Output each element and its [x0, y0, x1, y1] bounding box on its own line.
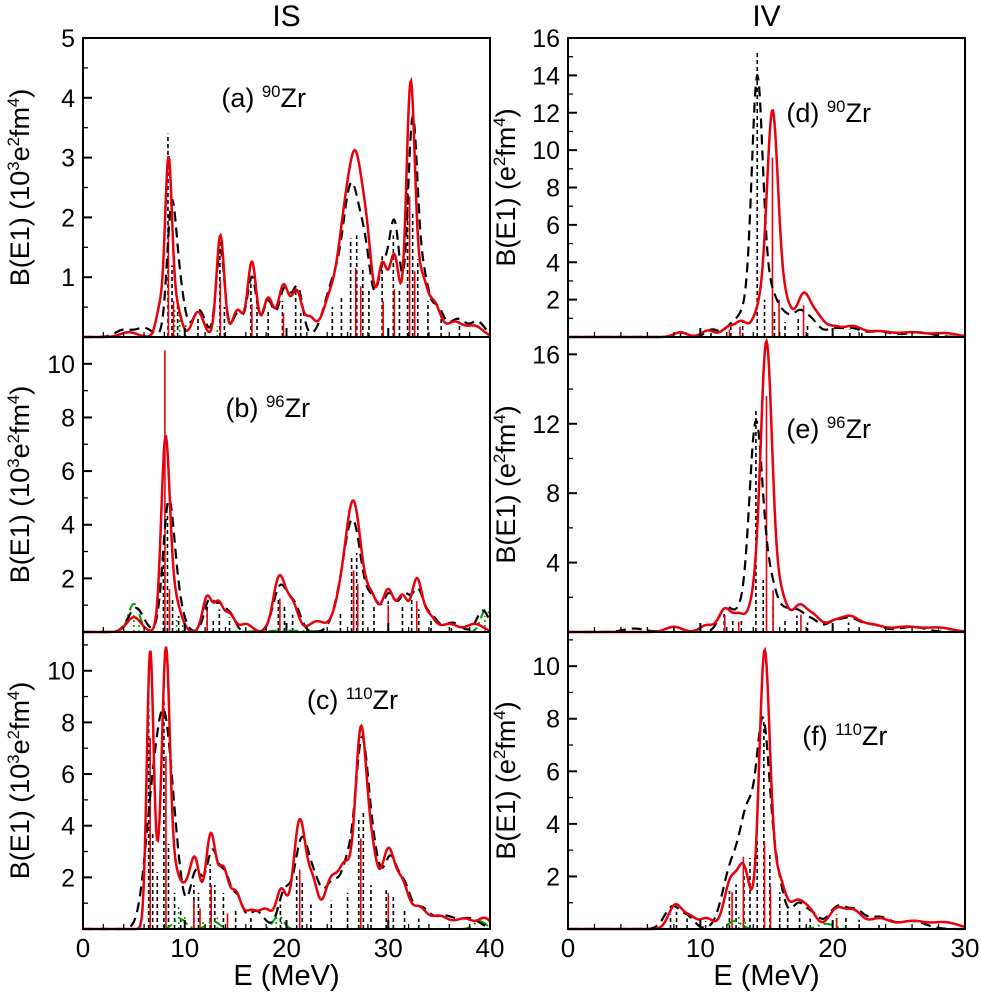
- curve-solid: [568, 646, 966, 931]
- ytick-label: 8: [546, 175, 560, 203]
- yaxis-label-d: B(E1) (e2fm4): [490, 108, 521, 267]
- curve-solid: [83, 434, 491, 634]
- curve-dashed: [568, 418, 965, 634]
- panel-f-plot: 2 4 6 8 10 0 10 20 30: [532, 631, 979, 963]
- curve-dashed: [568, 715, 965, 931]
- ytick-label: 3: [61, 145, 75, 173]
- column-title-is: IS: [272, 0, 301, 33]
- ytick-label: 2: [546, 863, 560, 891]
- yaxis-label-b: B(E1) (103e2fm4): [4, 385, 35, 584]
- ytick-label: 8: [546, 480, 560, 508]
- panel-e-plot: 4 8 12 16: [532, 336, 966, 634]
- ytick-label: 4: [546, 550, 560, 578]
- panel-c-plot: 2 4 6 8 10 0 10 20 30 40: [47, 631, 504, 963]
- ytick-label: 8: [61, 404, 75, 432]
- ytick-label: 2: [61, 565, 75, 593]
- xtick-label: 0: [561, 933, 575, 963]
- xaxis-label-iv: E (MeV): [713, 960, 820, 992]
- panel-d-plot: 2 4 6 8 10 12 14 16: [532, 25, 966, 339]
- panel-frame: [567, 631, 966, 930]
- ytick-label: 8: [61, 709, 75, 737]
- ytick-label: 10: [47, 351, 75, 379]
- ytick-label: 6: [546, 758, 560, 786]
- panel-annotation-b: (b) 96Zr: [225, 392, 311, 424]
- ytick-label: 6: [61, 458, 75, 486]
- yaxis-label-f: B(E1) (e2fm4): [490, 701, 521, 860]
- xaxis-label-is: E (MeV): [233, 960, 340, 992]
- ytick-label: 4: [546, 249, 560, 277]
- ytick-label: 4: [61, 512, 75, 540]
- panel-annotation-a: (a) 90Zr: [221, 81, 306, 113]
- panel-annotation-d: (d) 90Zr: [786, 96, 871, 128]
- xtick-label: 20: [272, 933, 301, 963]
- ytick-label: 2: [546, 287, 560, 315]
- ytick-label: 16: [532, 25, 560, 53]
- panel-annotation-c: (c) 110Zr: [306, 684, 398, 716]
- xtick-label: 0: [76, 933, 90, 963]
- ytick-label: 4: [61, 85, 75, 113]
- xtick-label: 10: [686, 933, 715, 963]
- ytick-label: 10: [532, 137, 560, 165]
- curve-dashed: [83, 113, 491, 339]
- ytick-label: 5: [61, 25, 75, 53]
- ytick-label: 6: [546, 212, 560, 240]
- ytick-label: 8: [546, 706, 560, 734]
- column-title-iv: IV: [752, 0, 781, 33]
- ytick-label: 14: [532, 62, 560, 90]
- panel-frame: [82, 631, 491, 930]
- panel-annotation-f: (f) 110Zr: [802, 720, 888, 752]
- xtick-label: 30: [374, 933, 403, 963]
- panel-a-plot: 1 2 3 4 5: [61, 25, 491, 339]
- yaxis-label-a: B(E1) (103e2fm4): [4, 88, 35, 287]
- ytick-label: 16: [532, 341, 560, 369]
- panel-b-plot: 2 4 6 8 10: [47, 336, 491, 634]
- xtick-label: 30: [951, 933, 980, 963]
- ytick-label: 12: [532, 100, 560, 128]
- ytick-label: 10: [47, 658, 75, 686]
- xtick-label: 20: [818, 933, 847, 963]
- xtick-label: 40: [476, 933, 505, 963]
- ytick-label: 6: [61, 761, 75, 789]
- curve-solid: [83, 646, 491, 931]
- ytick-label: 4: [61, 813, 75, 841]
- ytick-label: 10: [532, 653, 560, 681]
- ytick-label: 2: [61, 204, 75, 232]
- panel-annotation-e: (e) 96Zr: [786, 412, 871, 444]
- xtick-label: 10: [170, 933, 199, 963]
- ytick-label: 12: [532, 411, 560, 439]
- yaxis-label-e: B(E1) (e2fm4): [490, 405, 521, 564]
- ytick-label: 4: [546, 811, 560, 839]
- ytick-label: 1: [61, 264, 75, 292]
- yaxis-label-c: B(E1) (103e2fm4): [4, 681, 35, 880]
- curve-solid: [83, 76, 491, 339]
- ytick-label: 2: [61, 864, 75, 892]
